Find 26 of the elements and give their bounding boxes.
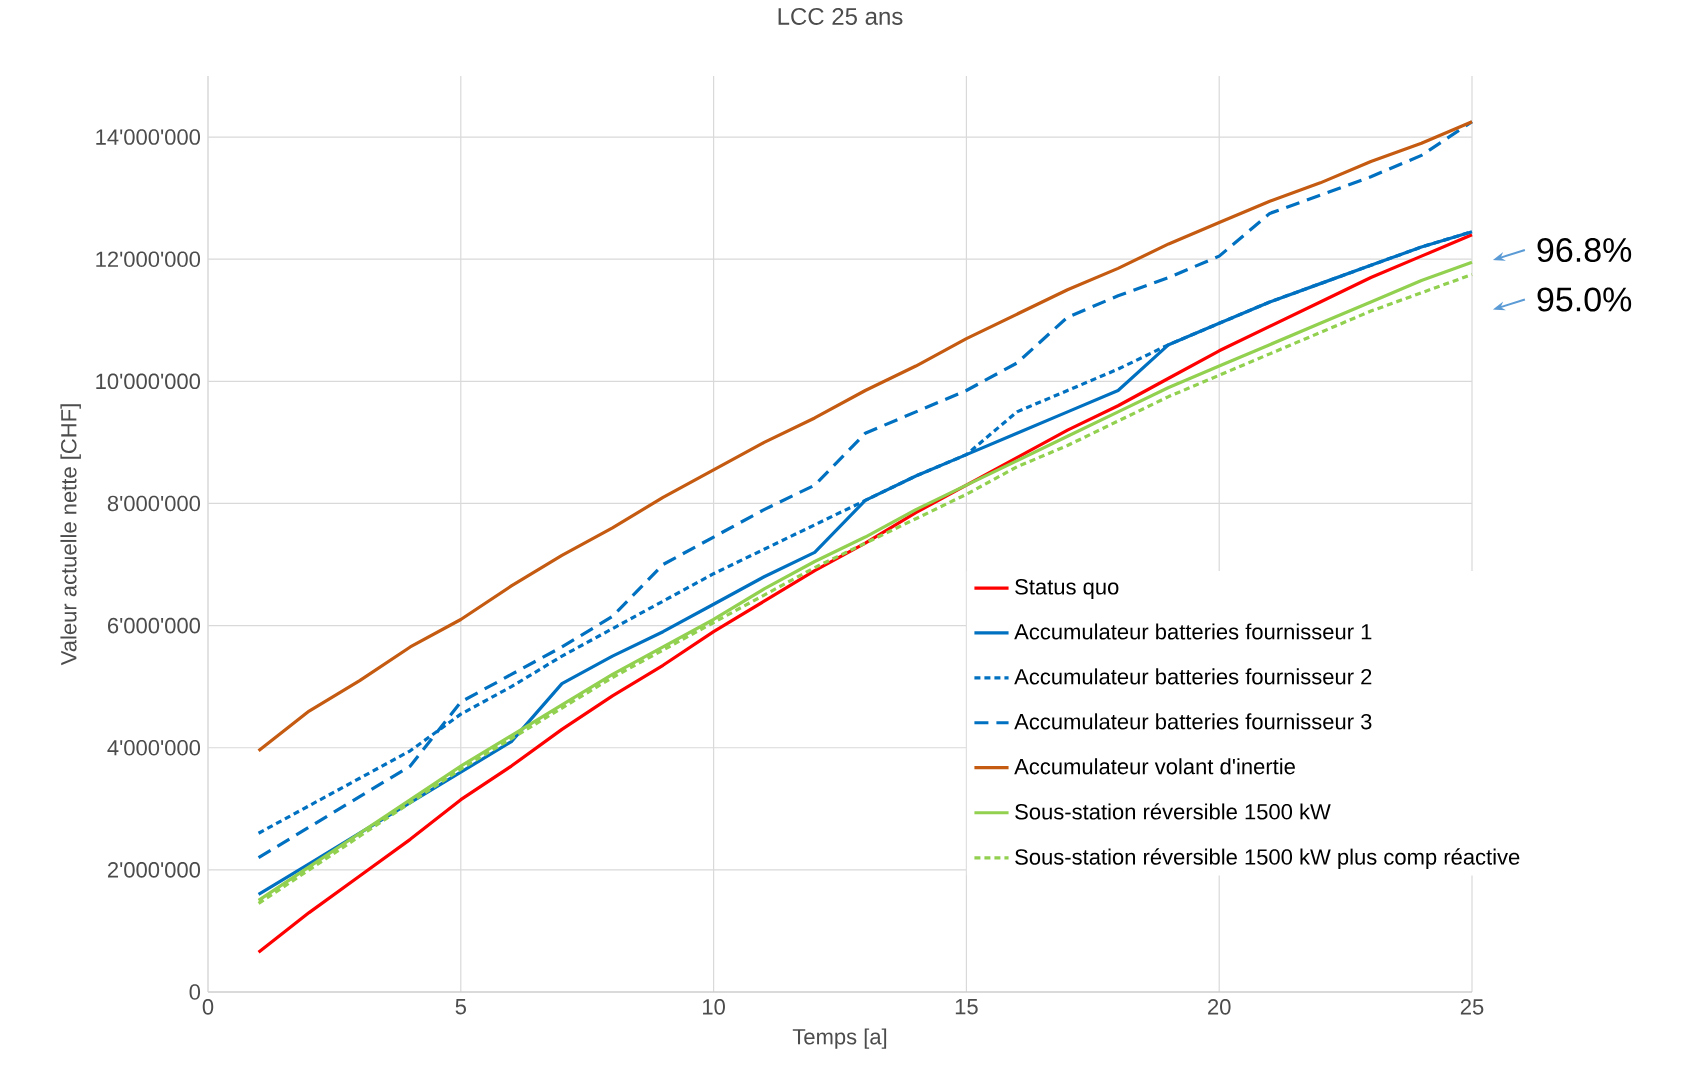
y-tick-label: 2'000'000	[107, 862, 201, 878]
y-axis-title: Valeur actuelle nette [CHF]	[60, 404, 81, 666]
y-tick-label: 14'000'000	[96, 129, 201, 145]
y-tick-label: 10'000'000	[96, 373, 201, 390]
legend-label: Sous-station réversible 1500 kW	[1015, 803, 1331, 820]
chart-title: LCC 25 ans	[778, 7, 903, 25]
x-tick-label: 25	[1460, 999, 1484, 1015]
legend-label: Accumulateur volant d'inertie	[1014, 758, 1295, 775]
y-tick-label: 6'000'000	[108, 617, 201, 634]
y-tick-label: 12'000'000	[96, 251, 201, 267]
x-axis-title: Temps [a]	[792, 1028, 887, 1049]
y-tick-label: 4'000'000	[107, 739, 201, 756]
legend-label: Sous-station réversible 1500 kW plus comp réactive	[1015, 848, 1520, 870]
x-tick-label: 15	[955, 999, 978, 1015]
legend-label: Accumulateur batteries fournisseur 3	[1014, 713, 1372, 730]
text: 96.8%	[1537, 238, 1632, 263]
y-tick-label: 0	[189, 984, 201, 1000]
legend-label: Accumulateur batteries fournisseur 2	[1014, 668, 1372, 685]
legend-label: Status quo	[1015, 579, 1119, 599]
x-tick-label: 5	[455, 999, 466, 1015]
x-tick-label: 10	[703, 999, 725, 1015]
legend-label: Accumulateur batteries fournisseur 1	[1014, 623, 1372, 640]
y-tick-label: 8'000'000	[107, 495, 201, 512]
x-tick-label: 20	[1208, 999, 1231, 1015]
text: 95.0%	[1537, 287, 1632, 312]
x-tick-label: 0	[202, 999, 214, 1015]
